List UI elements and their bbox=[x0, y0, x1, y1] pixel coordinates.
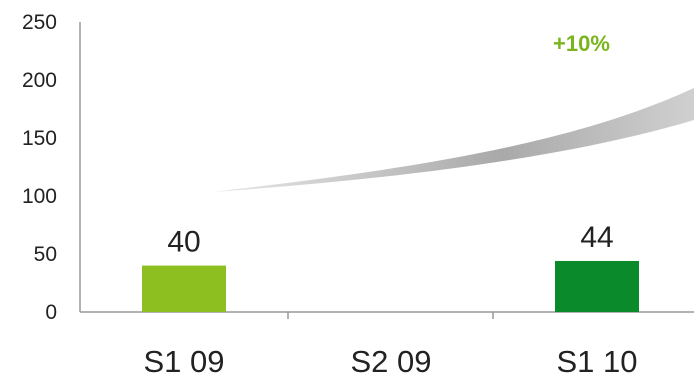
category-label: S1 10 bbox=[556, 344, 637, 379]
y-tick-labels: 0 50 100 150 200 250 bbox=[22, 11, 57, 324]
y-tick-label: 0 bbox=[45, 301, 57, 324]
data-label: 40 bbox=[167, 226, 200, 259]
bars bbox=[142, 260, 639, 312]
y-tick-label: 50 bbox=[34, 243, 57, 266]
y-tick-label: 200 bbox=[22, 69, 57, 92]
bar-s1-09 bbox=[142, 265, 226, 312]
category-labels: S1 09 S2 09 S1 10 bbox=[143, 344, 637, 379]
bar-s1-10 bbox=[555, 260, 639, 312]
y-tick-label: 150 bbox=[22, 127, 57, 150]
data-label: 44 bbox=[580, 221, 613, 254]
category-label: S1 09 bbox=[143, 344, 224, 379]
y-tick-label: 250 bbox=[22, 11, 57, 34]
growth-arrow bbox=[213, 88, 694, 192]
growth-annotation: +10% bbox=[553, 31, 610, 56]
data-labels: 40 44 bbox=[167, 221, 613, 259]
y-tick-label: 100 bbox=[22, 185, 57, 208]
category-label: S2 09 bbox=[350, 344, 431, 379]
